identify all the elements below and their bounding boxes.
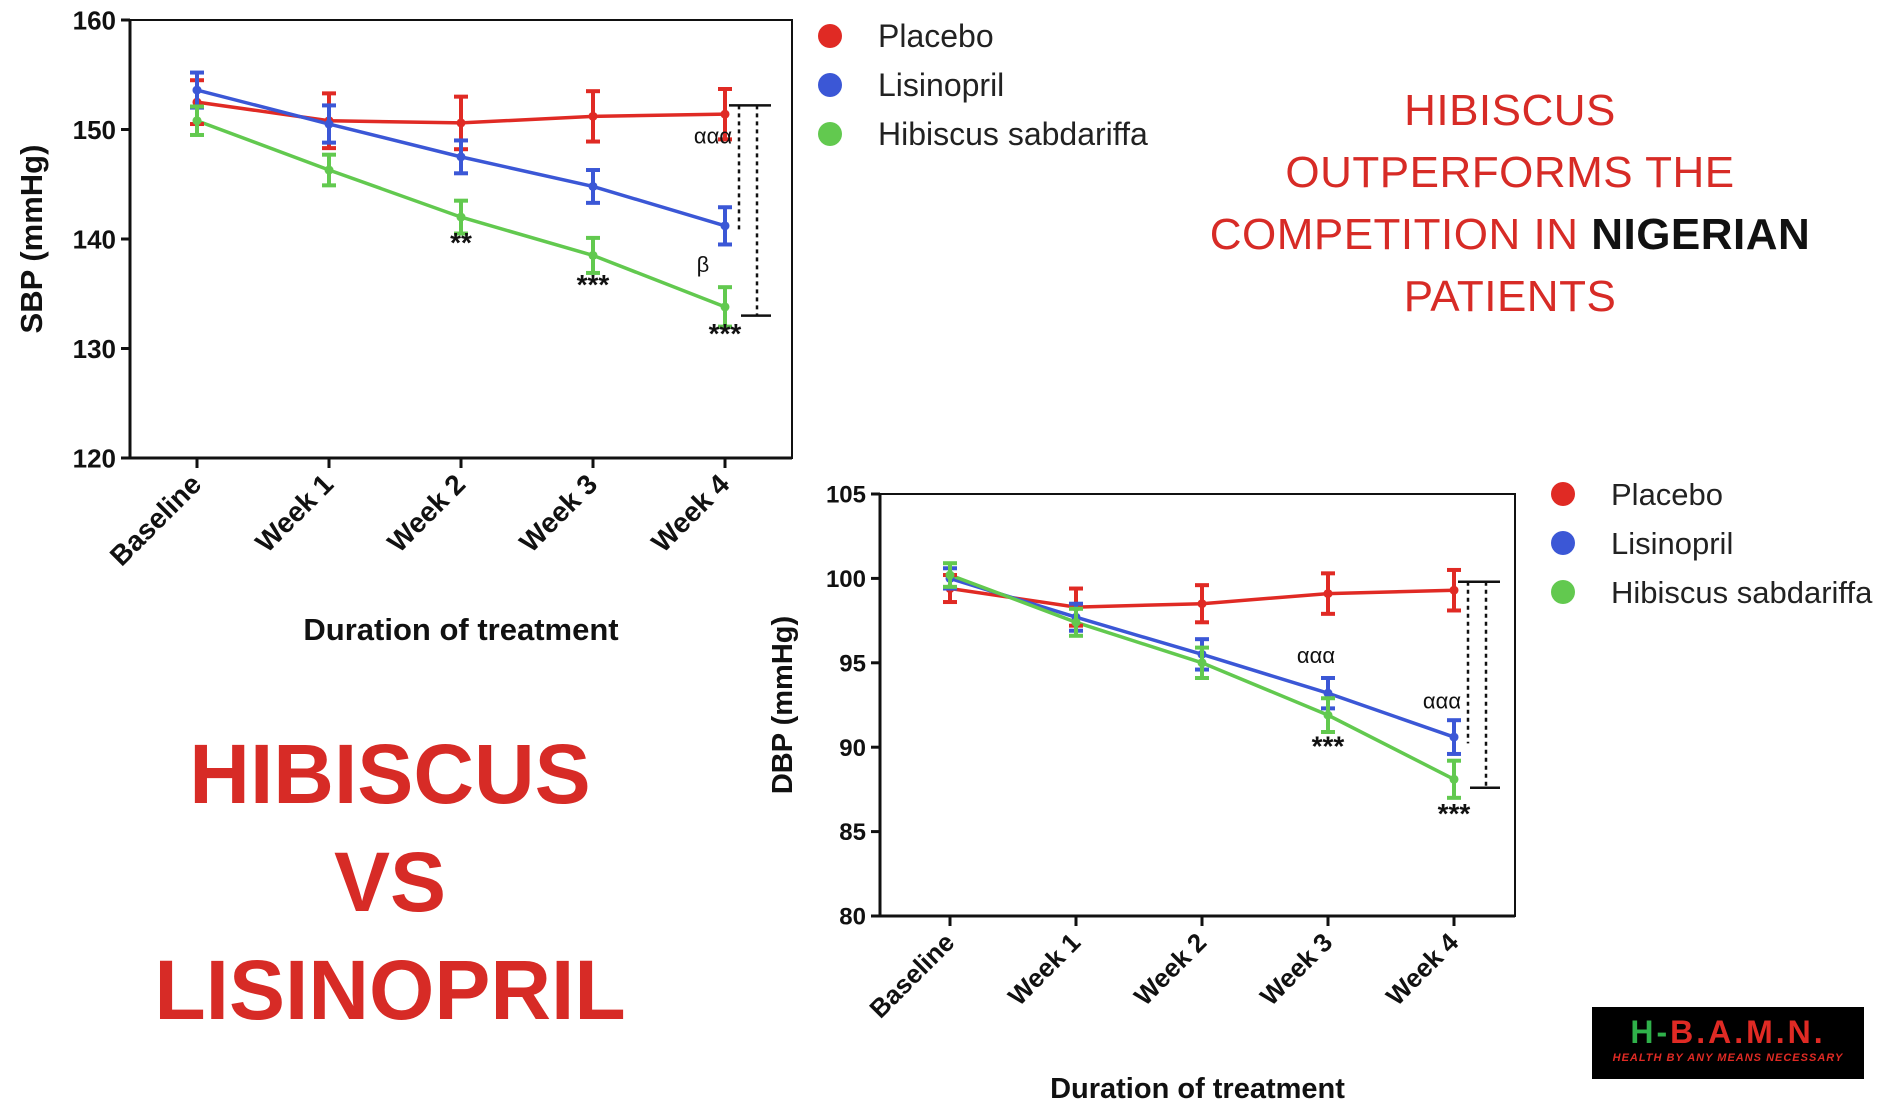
logo-mark: H-B.A.M.N. — [1592, 1013, 1864, 1051]
dbp-chart: 80 85 90 95 100 105 Baseline Week 1 Week 2 Week 3… — [767, 477, 1873, 1100]
big-title-line-2: VS — [333, 835, 447, 929]
data-point — [324, 165, 334, 175]
data-point — [1197, 658, 1207, 668]
x-tick-label: Week 1 — [1002, 927, 1086, 1011]
data-point — [192, 85, 202, 95]
legend-label: Lisinopril — [878, 67, 1004, 103]
y-tick-label: 140 — [73, 224, 116, 254]
significance-label: β — [697, 252, 710, 277]
significance-label: ααα — [1297, 643, 1335, 668]
y-tick-label: 85 — [839, 819, 866, 846]
data-point — [1323, 589, 1333, 599]
significance-label: *** — [1312, 731, 1345, 762]
headline-line-1: HIBISCUS — [1404, 86, 1616, 135]
y-tick-label: 130 — [73, 334, 116, 364]
legend-label: Lisinopril — [1611, 526, 1733, 561]
legend-label: Placebo — [1611, 477, 1723, 512]
y-tick-label: 105 — [826, 482, 866, 509]
x-tick-label: Week 2 — [381, 468, 471, 558]
y-axis-title: DBP (mmHg) — [767, 616, 799, 794]
big-title-line-3: LISINOPRIL — [154, 943, 626, 1037]
y-tick-label: 160 — [73, 5, 116, 35]
y-tick-label: 95 — [839, 650, 866, 677]
x-tick-label: Week 4 — [1380, 927, 1465, 1012]
plot-frame — [879, 493, 1516, 917]
logo-mark-h: H — [1630, 1014, 1657, 1050]
data-point — [945, 570, 955, 580]
data-point — [1449, 774, 1459, 784]
y-tick-label: 120 — [73, 443, 116, 473]
significance-label: ** — [450, 227, 472, 258]
headline-line-3-prefix: COMPETITION IN — [1209, 210, 1592, 259]
legend-label: Hibiscus sabdariffa — [878, 116, 1148, 152]
sbp-chart: 120 130 140 150 160 Baseline Week 1 Week 2 Week … — [14, 5, 1148, 647]
data-point — [192, 116, 202, 126]
significance-label: ααα — [694, 124, 732, 149]
data-point — [1323, 710, 1333, 720]
big-title-line-1: HIBISCUS — [189, 727, 591, 821]
significance-label: ααα — [1423, 688, 1461, 713]
x-tick-label: Week 3 — [513, 468, 603, 558]
data-point — [1449, 732, 1459, 742]
data-point — [588, 250, 598, 260]
y-axis-title: SBP (mmHg) — [14, 145, 49, 334]
legend-marker — [1551, 531, 1575, 555]
legend-marker — [818, 122, 842, 146]
legend-marker — [818, 24, 842, 48]
y-tick-label: 90 — [839, 735, 866, 762]
y-tick-label: 80 — [839, 904, 866, 931]
data-point — [1449, 585, 1459, 595]
data-point — [1197, 599, 1207, 609]
y-tick-label: 100 — [826, 566, 866, 593]
headline-line-3: COMPETITION IN NIGERIAN — [1170, 204, 1850, 266]
headline-emphasis: NIGERIAN — [1591, 210, 1811, 259]
hbamn-logo: H-B.A.M.N. HEALTH BY ANY MEANS NECESSARY — [1592, 1007, 1864, 1079]
logo-tagline: HEALTH BY ANY MEANS NECESSARY — [1612, 1052, 1844, 1064]
significance-label: *** — [709, 318, 742, 349]
x-tick-label: Baseline — [863, 927, 960, 1024]
logo-mark-rest: B.A.M.N. — [1670, 1014, 1826, 1050]
legend-marker — [1551, 580, 1575, 604]
logo-mark-dash: - — [1656, 1014, 1671, 1050]
data-point — [1323, 688, 1333, 698]
data-point — [324, 119, 334, 129]
data-point — [720, 302, 730, 312]
x-tick-label: Baseline — [104, 468, 207, 571]
legend-label: Hibiscus sabdariffa — [1611, 575, 1873, 610]
x-tick-label: Week 4 — [645, 468, 735, 558]
legend-marker — [818, 73, 842, 97]
big-title: HIBISCUS VS LISINOPRIL — [90, 720, 690, 1044]
data-point — [720, 109, 730, 119]
significance-label: *** — [577, 269, 610, 300]
headline: HIBISCUS OUTPERFORMS THE COMPETITION IN … — [1170, 80, 1850, 328]
significance-label: *** — [1438, 798, 1471, 829]
x-tick-label: Week 1 — [249, 468, 339, 558]
headline-line-2: OUTPERFORMS THE — [1285, 148, 1735, 197]
data-point — [588, 181, 598, 191]
x-tick-label: Week 3 — [1254, 927, 1338, 1011]
legend-marker — [1551, 482, 1575, 506]
y-tick-label: 150 — [73, 115, 116, 145]
headline-line-4: PATIENTS — [1403, 272, 1617, 321]
legend-label: Placebo — [878, 18, 994, 54]
x-axis-title: Duration of treatment — [303, 612, 618, 647]
data-point — [456, 118, 466, 128]
data-point — [456, 212, 466, 222]
data-point — [1071, 617, 1081, 627]
data-point — [456, 152, 466, 162]
data-point — [720, 221, 730, 231]
data-point — [588, 111, 598, 121]
x-axis-title: Duration of treatment — [1050, 1073, 1345, 1100]
x-tick-label: Week 2 — [1128, 927, 1212, 1011]
